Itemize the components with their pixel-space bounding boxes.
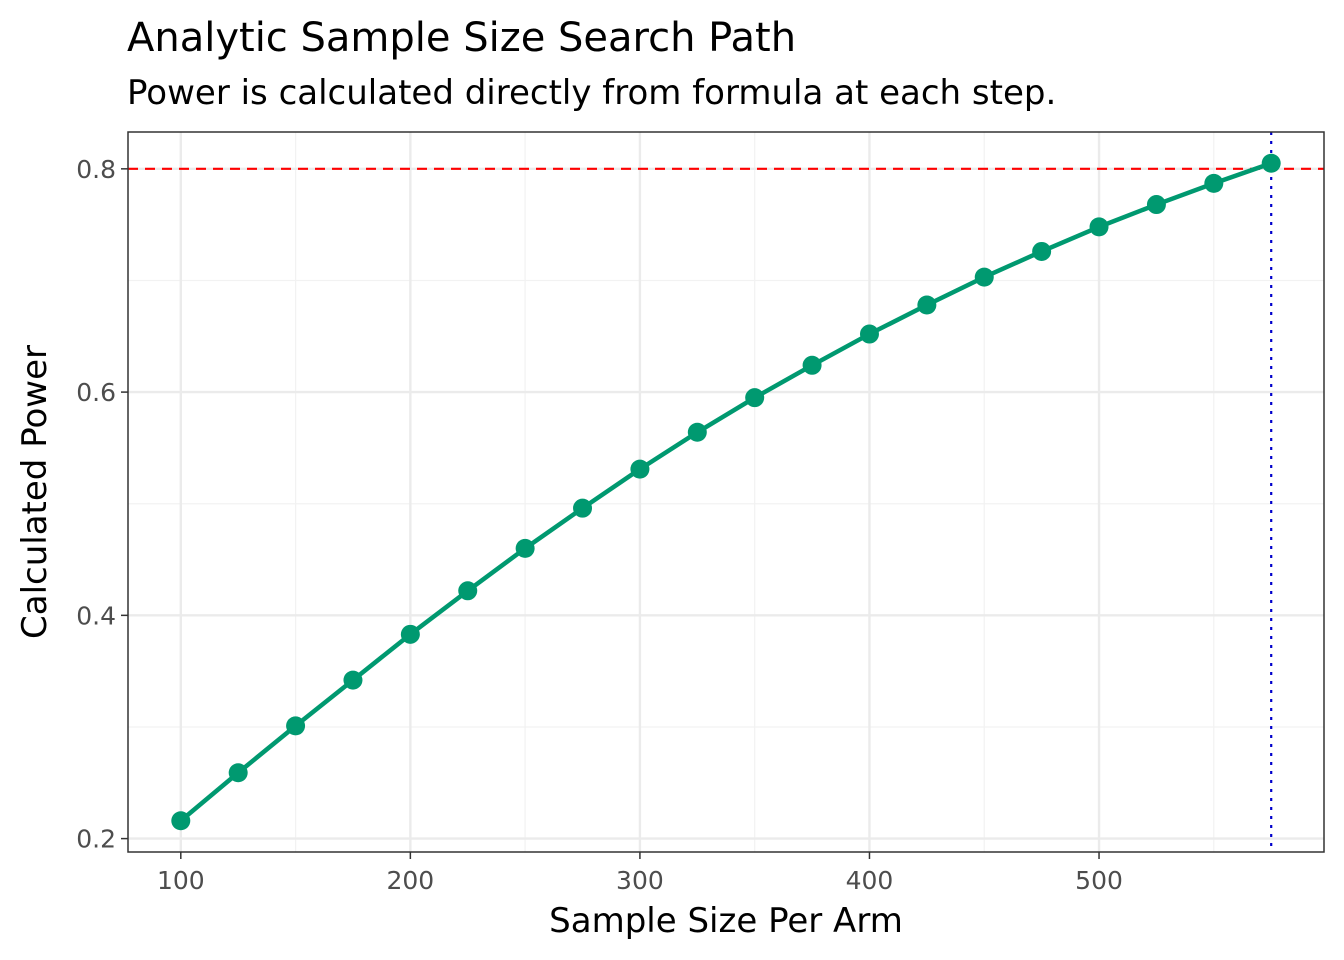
ticks-layer: 100 200 300 400 500 0.2 0.4 0.6 0.8 (76, 155, 1123, 895)
x-tick-label-2: 300 (616, 866, 664, 895)
data-point-12 (859, 324, 879, 344)
data-point-10 (745, 388, 765, 408)
y-tick-label-3: 0.8 (76, 155, 116, 184)
y-tick-label-0: 0.2 (76, 825, 116, 854)
data-point-14 (974, 267, 994, 287)
y-tick-label-2: 0.6 (76, 378, 116, 407)
data-point-19 (1261, 153, 1281, 173)
data-point-5 (458, 581, 478, 601)
y-axis-title: Calculated Power (15, 345, 55, 639)
x-tick-label-1: 200 (386, 866, 434, 895)
data-point-3 (343, 670, 363, 690)
panel-border (127, 131, 1325, 853)
grid-minor (128, 132, 1324, 852)
data-point-6 (515, 538, 535, 558)
data-point-11 (802, 355, 822, 375)
data-point-15 (1032, 241, 1052, 261)
data-point-7 (573, 498, 593, 518)
data-point-17 (1146, 195, 1166, 215)
data-point-0 (171, 811, 191, 831)
data-point-4 (400, 624, 420, 644)
data-point-18 (1204, 173, 1224, 193)
y-tick-label-1: 0.4 (76, 601, 116, 630)
chart-subtitle: Power is calculated directly from formul… (127, 73, 1056, 113)
data-point-9 (687, 422, 707, 442)
x-tick-label-3: 400 (846, 866, 894, 895)
data-point-8 (630, 459, 650, 479)
series-layer (171, 153, 1281, 831)
chart-title: Analytic Sample Size Search Path (127, 15, 796, 61)
data-point-1 (228, 763, 248, 783)
data-point-13 (917, 295, 937, 315)
data-point-2 (286, 716, 306, 736)
data-point-16 (1089, 217, 1109, 237)
x-axis-title: Sample Size Per Arm (549, 901, 903, 941)
grid-major (128, 132, 1324, 852)
x-tick-label-4: 500 (1075, 866, 1123, 895)
x-tick-label-0: 100 (157, 866, 205, 895)
series-line-0 (178, 161, 1274, 823)
reference-lines (128, 132, 1324, 852)
